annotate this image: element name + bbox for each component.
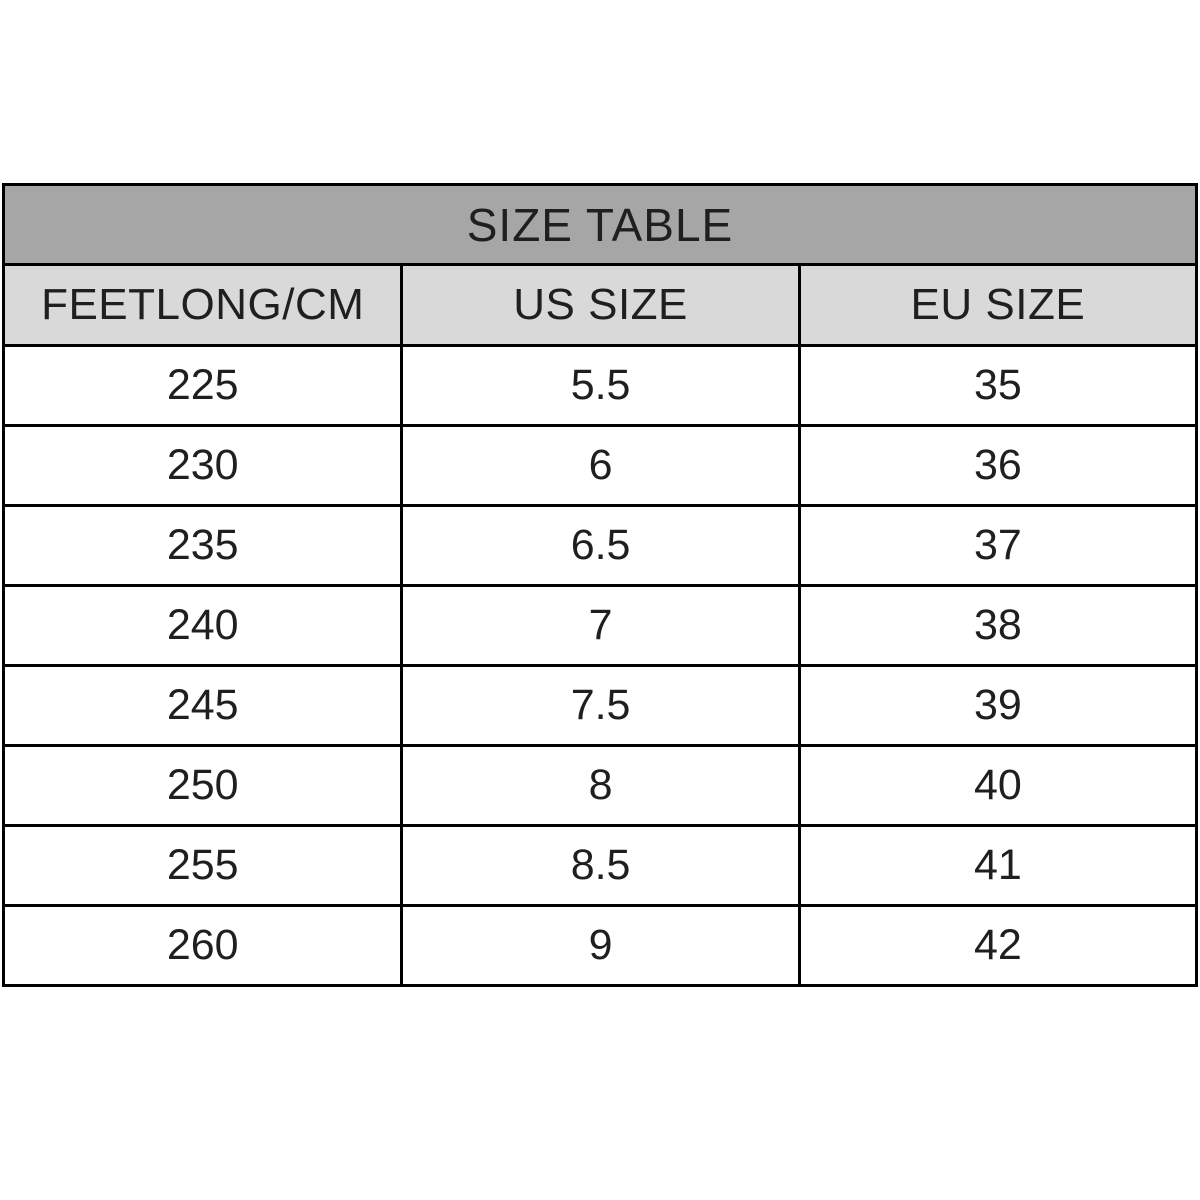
cell-feetlong: 245 <box>1 664 404 747</box>
cell-eu-size: 37 <box>797 504 1199 587</box>
cell-eu-size: 38 <box>797 584 1199 667</box>
cell-us-size: 8.5 <box>400 824 801 907</box>
cell-feetlong: 260 <box>1 904 404 987</box>
table-row: 240 7 38 <box>1 584 1199 667</box>
column-header-us-size: US SIZE <box>400 263 801 347</box>
cell-feetlong: 250 <box>1 744 404 827</box>
cell-us-size: 9 <box>400 904 801 987</box>
cell-eu-size: 40 <box>797 744 1199 827</box>
cell-feetlong: 240 <box>1 584 404 667</box>
cell-feetlong: 235 <box>1 504 404 587</box>
header-row: FEETLONG/CM US SIZE EU SIZE <box>1 263 1199 347</box>
table-row: 245 7.5 39 <box>1 664 1199 747</box>
table-row: 235 6.5 37 <box>1 504 1199 587</box>
cell-feetlong: 230 <box>1 424 404 507</box>
cell-feetlong: 255 <box>1 824 404 907</box>
table-title: SIZE TABLE <box>2 183 1198 266</box>
cell-us-size: 5.5 <box>400 344 801 427</box>
size-table: SIZE TABLE FEETLONG/CM US SIZE EU SIZE 2… <box>1 183 1199 987</box>
cell-eu-size: 35 <box>797 344 1199 427</box>
cell-feetlong: 225 <box>1 344 404 427</box>
cell-eu-size: 39 <box>797 664 1199 747</box>
cell-us-size: 7.5 <box>400 664 801 747</box>
table-row: 255 8.5 41 <box>1 824 1199 907</box>
cell-us-size: 6.5 <box>400 504 801 587</box>
table-row: 225 5.5 35 <box>1 344 1199 427</box>
table-row: 230 6 36 <box>1 424 1199 507</box>
title-row: SIZE TABLE <box>2 183 1198 266</box>
cell-eu-size: 42 <box>797 904 1199 987</box>
table-row: 260 9 42 <box>1 904 1199 987</box>
cell-eu-size: 41 <box>797 824 1199 907</box>
cell-us-size: 7 <box>400 584 801 667</box>
cell-us-size: 8 <box>400 744 801 827</box>
column-header-feetlong: FEETLONG/CM <box>1 263 404 347</box>
table-row: 250 8 40 <box>1 744 1199 827</box>
cell-us-size: 6 <box>400 424 801 507</box>
cell-eu-size: 36 <box>797 424 1199 507</box>
column-header-eu-size: EU SIZE <box>797 263 1199 347</box>
